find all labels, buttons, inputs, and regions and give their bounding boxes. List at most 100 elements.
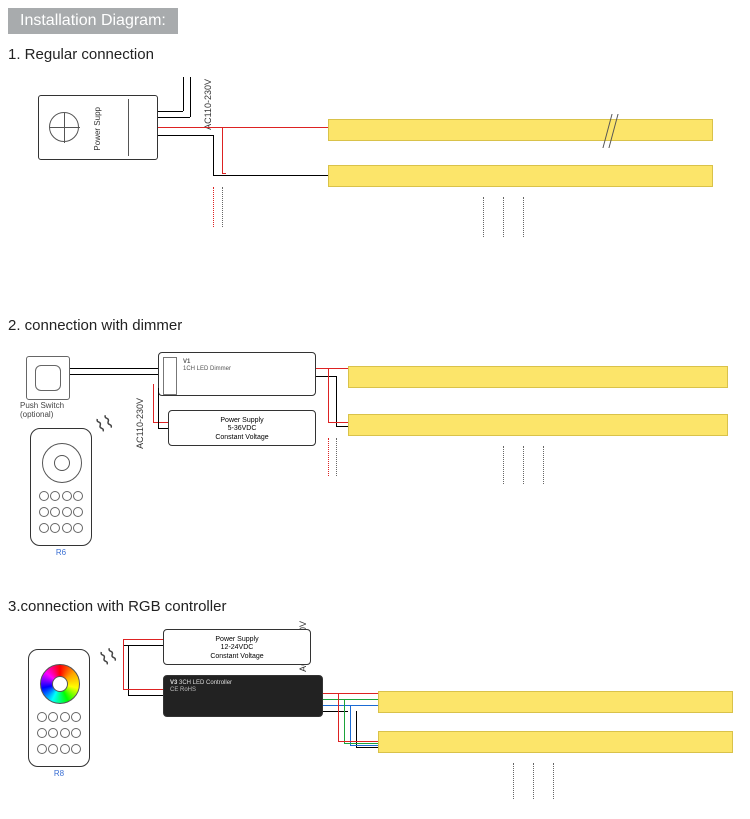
dots-left-1 (213, 187, 214, 227)
w3-ctrl-p (123, 689, 163, 690)
dots2-l1 (328, 438, 329, 476)
diagram-rgb: AC110-230V Power Supply 12-24VDC Constan… (8, 619, 743, 819)
remote-wheel-center-icon (54, 455, 70, 471)
wire-psu-neg (158, 388, 159, 428)
page-title-text: Installation Diagram: (20, 12, 166, 29)
remote-btn-row3 (39, 523, 83, 533)
wifi-icon: ⌇⌇ (92, 411, 117, 437)
w3-psu-nv (128, 645, 129, 695)
remote-rgb-wheel-center-icon (52, 676, 68, 692)
psu3-l3: Constant Voltage (210, 653, 263, 660)
diagram-regular: Power Supp AC110-230V (8, 67, 743, 267)
dots-left-2 (222, 187, 223, 227)
rgb-desc: 3CH LED Controller (179, 680, 232, 686)
power-supply-label: Power Supp (93, 107, 102, 151)
wire-psu-pos-h (153, 422, 168, 423)
break-symbol-icon (599, 114, 615, 148)
wire-psu-neg-h (158, 428, 168, 429)
wire-pos-1 (158, 127, 328, 128)
dots-mid-3 (523, 197, 524, 237)
wire-pos-stub (222, 173, 226, 174)
w3-out-g (323, 699, 378, 700)
w3-drop-g (344, 699, 345, 743)
wire-pos-drop (222, 127, 223, 173)
psu2-l3: Constant Voltage (215, 434, 268, 441)
remote-r8 (28, 649, 90, 767)
psu3-l1: Power Supply (215, 636, 258, 643)
w3-out2-r (338, 741, 378, 742)
remote-r6-label: R6 (30, 548, 92, 557)
led-strip-3a (378, 691, 733, 713)
dots3-1 (513, 763, 514, 799)
dimmer-text: V1 1CH LED Dimmer (183, 359, 231, 373)
push-switch-text2: (optional) (20, 410, 53, 419)
dots-mid-2 (503, 197, 504, 237)
ac-voltage-label-2: AC110-230V (135, 398, 145, 449)
push-switch-text1: Push Switch (20, 401, 64, 410)
psu3-l2: 12-24VDC (221, 644, 254, 651)
page-title-badge: Installation Diagram: (8, 8, 178, 34)
psu3-box: Power Supply 12-24VDC Constant Voltage (163, 629, 311, 665)
dots3-3 (553, 763, 554, 799)
section3-title: 3.connection with RGB controller (8, 598, 750, 615)
dots2-m3 (543, 446, 544, 484)
dots-mid-1 (483, 197, 484, 237)
wire-ac-h2 (158, 117, 190, 118)
w3-psu-p (123, 639, 163, 640)
dots2-l2 (336, 438, 337, 476)
remote-btn-row2 (39, 507, 83, 517)
remote-rgb-row3 (37, 744, 81, 754)
remote-rgb-row1 (37, 712, 81, 722)
led-strip-2b (348, 414, 728, 436)
w3-out2-b (350, 745, 378, 746)
remote-r6 (30, 428, 92, 546)
psu2-l1: Power Supply (220, 417, 263, 424)
w3-psu-pv (123, 639, 124, 689)
remote-r8-label: R8 (28, 769, 90, 778)
w3-psu-n (123, 645, 163, 646)
rgb-controller-box: V3 3CH LED Controller CE RoHS (163, 675, 323, 717)
wire-ac-2 (190, 77, 191, 117)
wire-neg-1a (158, 135, 213, 136)
led-strip-1a (328, 119, 713, 141)
dimmer-box: V1 1CH LED Dimmer (158, 352, 316, 396)
rgb-model: V3 (170, 680, 177, 686)
dots2-m1 (503, 446, 504, 484)
push-switch-box (26, 356, 70, 400)
wire-out-pos-2 (328, 422, 348, 423)
led-strip-2a (348, 366, 728, 388)
wire-sw-2 (70, 374, 158, 375)
wire-psu-pos (153, 384, 154, 422)
led-strip-3b (378, 731, 733, 753)
led-strip-1b (328, 165, 713, 187)
dimmer-desc: 1CH LED Dimmer (183, 366, 231, 372)
wire-out-neg-1 (316, 376, 336, 377)
w3-out2-v (356, 747, 378, 748)
diagram-dimmer: Push Switch (optional) ⌇⌇ V1 1CH LED Dim… (8, 338, 743, 568)
dimmer-model: V1 (183, 359, 190, 365)
w3-ctrl-n (128, 695, 163, 696)
remote-rgb-row2 (37, 728, 81, 738)
wire-sw-1 (70, 368, 158, 369)
psu2-l2: 5-36VDC (228, 425, 257, 432)
wire-ac-1 (183, 77, 184, 111)
wire-out-drop (336, 376, 337, 426)
wifi-icon-2: ⌇⌇ (96, 644, 121, 670)
wire-out-neg-2 (336, 426, 348, 427)
w3-drop-b (350, 705, 351, 745)
dots2-m2 (523, 446, 524, 484)
w3-out-r (323, 693, 378, 694)
remote-btn-row1 (39, 491, 83, 501)
section1-title: 1. Regular connection (8, 46, 750, 63)
ce-rohs-label: CE RoHS (170, 687, 196, 693)
section2-title: 2. connection with dimmer (8, 317, 750, 334)
push-switch-button-icon (35, 365, 61, 391)
psu2-box: Power Supply 5-36VDC Constant Voltage (168, 410, 316, 446)
fan-icon (49, 112, 79, 142)
push-switch-label: Push Switch (optional) (20, 402, 64, 420)
wire-ac-h1 (158, 111, 183, 112)
ac-voltage-label-1: AC110-230V (203, 79, 213, 130)
dots3-2 (533, 763, 534, 799)
wire-neg-1b (213, 175, 328, 176)
wire-neg-drop (213, 135, 214, 175)
